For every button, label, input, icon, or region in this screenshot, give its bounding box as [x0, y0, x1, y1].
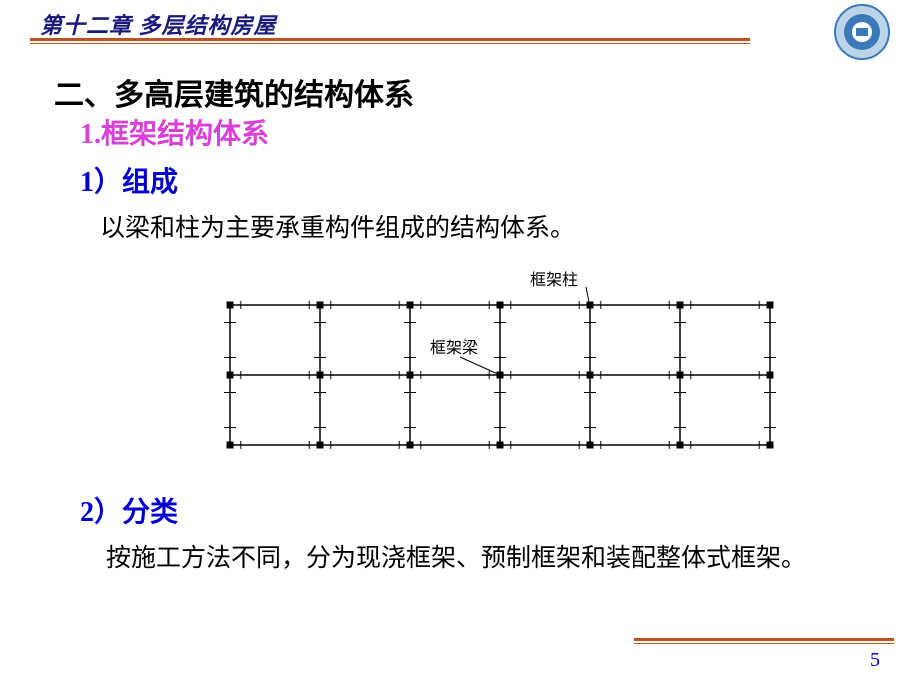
section-title: 二、多高层建筑的结构体系 [54, 70, 414, 114]
subsection-label: 1.框架结构体系 [80, 112, 269, 152]
header-divider [30, 38, 750, 44]
svg-text:框架梁: 框架梁 [430, 339, 478, 357]
frame-structure-diagram: 框架柱框架梁 [200, 265, 800, 465]
item-1-body: 以梁和柱为主要承重构件组成的结构体系。 [100, 208, 575, 244]
item-2-heading: 2）分类 [80, 490, 178, 530]
svg-text:框架柱: 框架柱 [530, 271, 578, 289]
item-2-body: 按施工方法不同，分为现浇框架、预制框架和装配整体式框架。 [56, 538, 880, 581]
university-logo [834, 4, 890, 60]
chapter-title: 第十二章 多层结构房屋 [40, 8, 277, 40]
item-1-heading: 1）组成 [80, 160, 178, 200]
footer-divider [634, 638, 894, 644]
page-number: 5 [870, 649, 880, 672]
